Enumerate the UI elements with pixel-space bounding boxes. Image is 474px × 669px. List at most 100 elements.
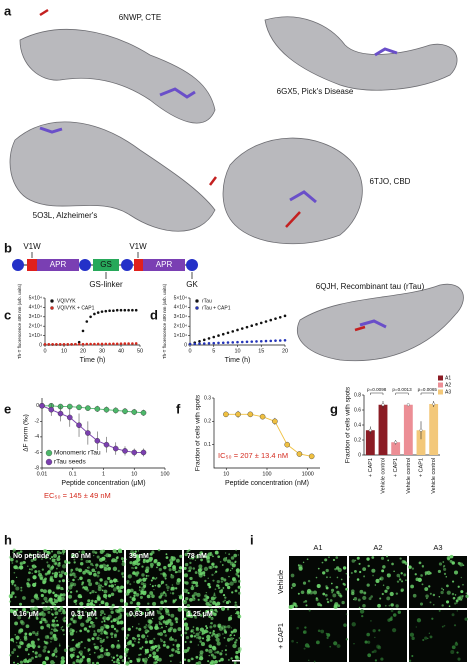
data-point bbox=[103, 406, 110, 413]
cell bbox=[46, 623, 51, 628]
significance-bracket bbox=[420, 392, 434, 395]
x-tick-label: + CAP1 bbox=[368, 458, 374, 477]
cell bbox=[236, 569, 240, 574]
cell bbox=[212, 565, 215, 568]
cell bbox=[190, 657, 194, 661]
cell bbox=[40, 617, 45, 622]
cell bbox=[13, 661, 15, 664]
cell bbox=[209, 600, 212, 603]
cell bbox=[125, 661, 130, 666]
cell bbox=[371, 568, 376, 573]
cell bbox=[96, 596, 101, 601]
cell bbox=[103, 589, 108, 594]
y-tick-label: 0.1 bbox=[204, 442, 211, 448]
cell bbox=[158, 620, 161, 623]
cell bbox=[148, 654, 152, 657]
cell bbox=[199, 650, 204, 655]
gk-label: GK bbox=[186, 280, 198, 289]
cell bbox=[200, 642, 206, 647]
cell bbox=[42, 589, 47, 594]
cell bbox=[100, 625, 105, 631]
cell bbox=[160, 573, 162, 575]
cell bbox=[60, 612, 63, 615]
cell bbox=[91, 550, 96, 554]
data-point bbox=[108, 342, 111, 346]
cell bbox=[379, 597, 382, 600]
cell bbox=[228, 575, 230, 578]
cell bbox=[230, 630, 234, 634]
cell bbox=[85, 559, 89, 564]
cell bbox=[190, 628, 195, 633]
cell bbox=[212, 630, 215, 633]
cell bbox=[440, 587, 443, 590]
cell bbox=[98, 634, 100, 636]
cell bbox=[206, 634, 211, 640]
cell bbox=[141, 586, 145, 591]
cell bbox=[100, 600, 105, 605]
y-tick-label: 3×10⁴ bbox=[29, 314, 42, 320]
cell bbox=[234, 589, 238, 593]
cell bbox=[180, 596, 183, 599]
cell bbox=[398, 576, 401, 578]
cell bbox=[162, 644, 165, 647]
cell bbox=[87, 648, 91, 652]
cell bbox=[170, 573, 172, 576]
cell bbox=[166, 589, 169, 592]
cell bbox=[188, 566, 193, 571]
y-tick-label: 0 bbox=[39, 342, 42, 348]
cell bbox=[233, 661, 237, 665]
cell bbox=[50, 565, 55, 569]
cell bbox=[33, 594, 39, 599]
cell bbox=[447, 557, 451, 561]
cell bbox=[190, 634, 194, 638]
data-point bbox=[62, 342, 66, 346]
cell bbox=[45, 641, 49, 645]
data-point bbox=[85, 430, 91, 436]
cell bbox=[297, 592, 300, 595]
data-point bbox=[70, 342, 73, 346]
cell bbox=[26, 610, 29, 614]
cell bbox=[53, 574, 58, 579]
cell bbox=[191, 594, 195, 598]
cell bbox=[136, 563, 140, 566]
cell bbox=[134, 638, 137, 640]
cell bbox=[97, 587, 102, 592]
cell bbox=[222, 600, 225, 603]
cell bbox=[174, 617, 178, 621]
cell bbox=[336, 590, 340, 595]
cell bbox=[78, 651, 81, 654]
cell bbox=[207, 609, 210, 612]
cell bbox=[172, 565, 176, 569]
data-point bbox=[66, 342, 70, 346]
cell bbox=[382, 565, 386, 569]
cell bbox=[204, 579, 207, 583]
cell bbox=[176, 647, 180, 651]
cell bbox=[143, 558, 146, 562]
cell bbox=[237, 647, 242, 652]
bar-dot bbox=[406, 403, 410, 407]
cell bbox=[438, 609, 441, 612]
cell bbox=[84, 569, 88, 573]
cell bbox=[40, 627, 43, 630]
cell bbox=[106, 564, 109, 567]
ligand bbox=[39, 47, 398, 329]
cell bbox=[206, 554, 209, 556]
cell bbox=[83, 586, 89, 591]
cell bbox=[178, 594, 180, 597]
cell bbox=[49, 557, 52, 560]
legend-label: rTau seeds bbox=[54, 459, 87, 466]
data-point bbox=[269, 318, 273, 322]
micrograph bbox=[409, 610, 467, 662]
cell bbox=[442, 561, 445, 563]
cell bbox=[151, 609, 154, 612]
data-point bbox=[259, 321, 263, 325]
cell bbox=[11, 639, 14, 642]
data-point bbox=[104, 309, 108, 313]
y-tick-label: 3×10⁴ bbox=[174, 314, 187, 320]
cell bbox=[10, 579, 15, 584]
data-point bbox=[85, 342, 89, 346]
cell bbox=[395, 592, 399, 595]
cell bbox=[56, 629, 59, 632]
cell bbox=[359, 609, 365, 614]
cell bbox=[211, 634, 214, 637]
